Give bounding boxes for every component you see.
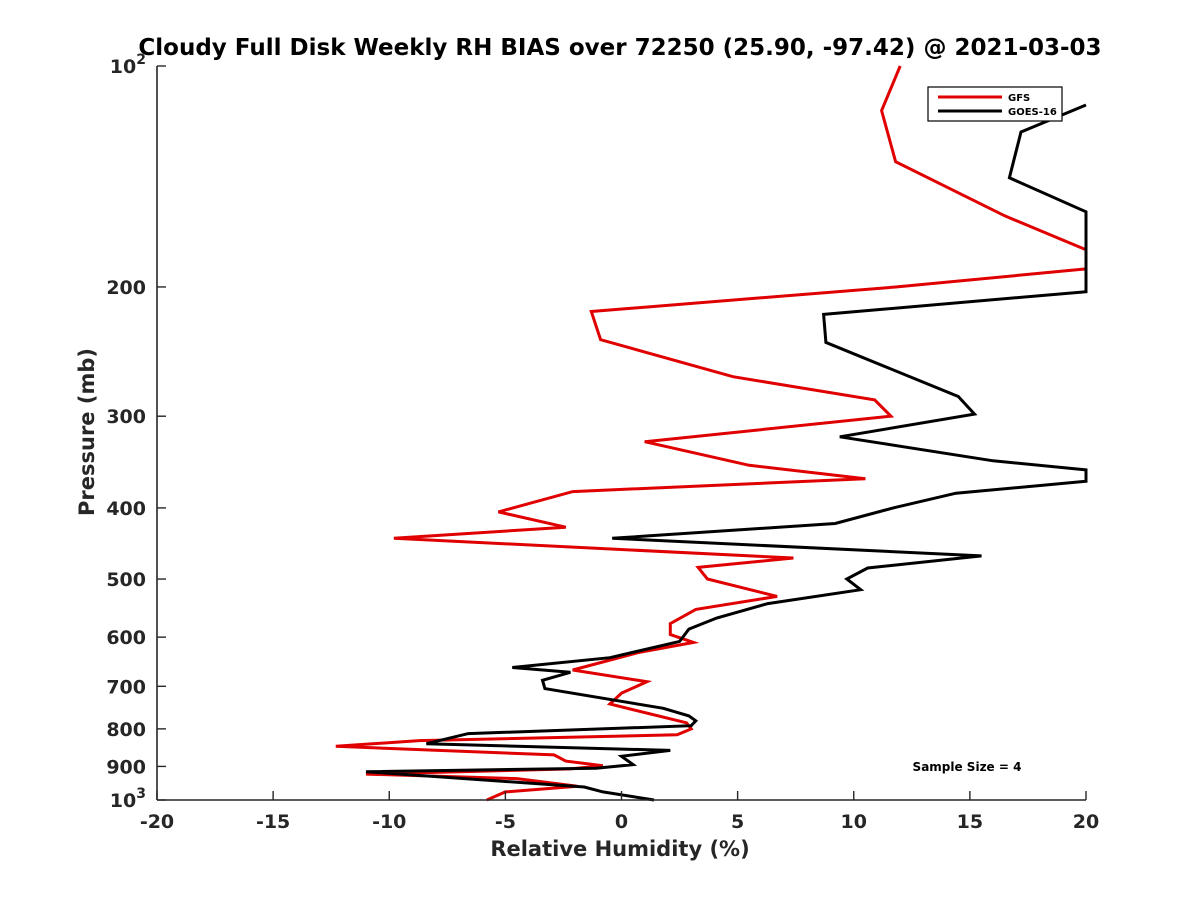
y-tick-label: 600	[106, 627, 146, 649]
y-tick-label: 400	[106, 498, 146, 520]
x-tick-label: -20	[140, 811, 174, 833]
x-tick-label: 10	[841, 811, 867, 833]
x-tick-label: 5	[731, 811, 744, 833]
x-tick-label: 0	[615, 811, 628, 833]
y-tick-label: 102	[110, 52, 146, 78]
y-tick-label: 103	[110, 786, 146, 812]
series-layer	[335, 65, 1088, 802]
axes-layer: -20 -15 -10 -5 0 5 10 15 20 102 200 300 400 500 600 700…	[106, 52, 1099, 833]
chart-title: Cloudy Full Disk Weekly RH BIAS over 722…	[138, 35, 1101, 61]
y-tick-label: 800	[106, 719, 146, 741]
y-tick-label: 300	[106, 406, 146, 428]
y-axis-label: Pressure (mb)	[75, 348, 99, 516]
x-tick-label: 15	[957, 811, 983, 833]
series-line-goes-16	[365, 103, 1088, 802]
y-tick-label: 500	[106, 569, 146, 591]
x-tick-label: -10	[372, 811, 406, 833]
x-tick-label: -5	[495, 811, 516, 833]
legend-box	[927, 86, 1063, 122]
x-tick-label: 20	[1073, 811, 1099, 833]
sample-size-annotation: Sample Size = 4	[913, 760, 1022, 774]
legend-label: GOES-16	[1008, 107, 1057, 118]
series-line-gfs	[335, 65, 1088, 802]
x-tick-label: -15	[256, 811, 290, 833]
y-tick-label: 700	[106, 676, 146, 698]
y-tick-label: 200	[106, 277, 146, 299]
x-axis-label: Relative Humidity (%)	[490, 837, 749, 861]
legend-label: GFS	[1008, 93, 1030, 104]
legend: GFS GOES-16	[927, 86, 1063, 122]
y-tick-label: 900	[106, 756, 146, 778]
